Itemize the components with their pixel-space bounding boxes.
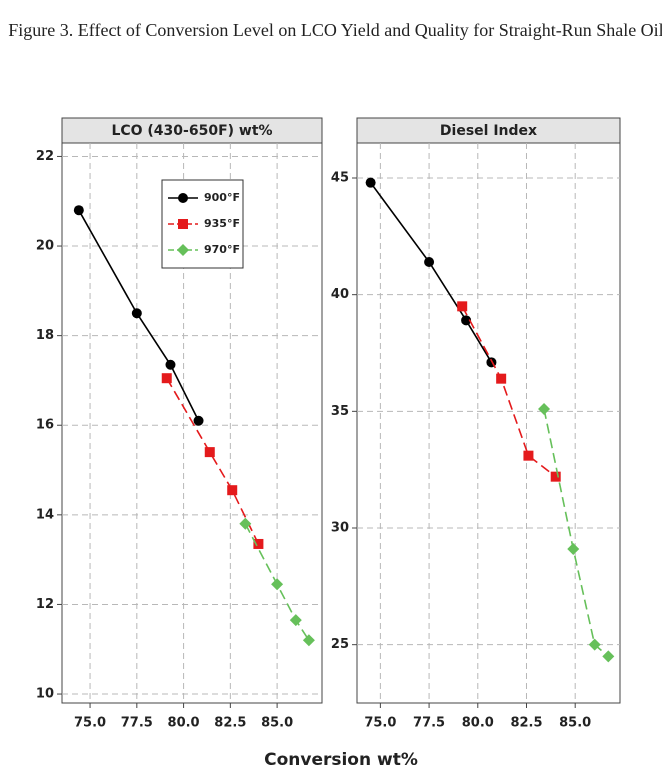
marker <box>253 538 264 549</box>
y-tick-label: 10 <box>36 687 54 702</box>
x-tick-label: 85.0 <box>559 716 591 731</box>
marker <box>496 373 507 384</box>
y-tick-label: 12 <box>36 597 54 612</box>
y-tick-label: 16 <box>36 418 54 433</box>
marker <box>567 543 580 555</box>
marker <box>239 517 252 530</box>
y-tick-label: 14 <box>36 507 54 522</box>
marker <box>461 315 472 326</box>
marker <box>424 257 435 267</box>
x-tick-label: 75.0 <box>364 716 396 731</box>
x-tick-label: 80.0 <box>168 716 200 731</box>
marker <box>538 403 551 415</box>
legend-label: 935°F <box>204 217 240 230</box>
marker <box>227 485 238 496</box>
y-tick-label: 18 <box>36 328 54 343</box>
y-tick-label: 30 <box>331 521 349 536</box>
marker <box>161 373 172 384</box>
title-text: Figure 3. Effect of Conversion Level on … <box>8 20 662 40</box>
y-tick-label: 40 <box>331 287 349 302</box>
plot-area <box>356 142 621 704</box>
marker <box>177 244 189 256</box>
series-line <box>461 305 557 478</box>
panel-title: LCO (430-650F) wt% <box>111 123 272 139</box>
marker <box>165 359 176 370</box>
marker <box>588 638 601 651</box>
marker <box>204 447 215 458</box>
series-line <box>166 377 260 545</box>
y-tick-label: 20 <box>36 239 54 254</box>
marker <box>550 471 561 482</box>
marker <box>365 177 376 188</box>
legend-label: 970°F <box>204 243 240 256</box>
marker <box>178 219 188 229</box>
marker <box>193 415 204 426</box>
legend-label: 900°F <box>204 191 240 204</box>
legend-box <box>161 179 244 269</box>
figure-title: Figure 3. Effect of Conversion Level on … <box>8 19 662 40</box>
x-tick-label: 82.5 <box>510 716 542 731</box>
series-line <box>78 209 200 422</box>
marker <box>602 650 615 663</box>
panel-strip <box>61 117 323 144</box>
series-line <box>244 523 310 641</box>
marker <box>131 308 142 319</box>
panel-title: Diesel Index <box>440 123 537 139</box>
x-tick-label: 82.5 <box>214 716 246 731</box>
y-tick-label: 35 <box>331 404 349 419</box>
x-tick-label: 77.5 <box>121 716 153 731</box>
x-tick-label: 75.0 <box>74 716 106 731</box>
series-line <box>369 182 493 363</box>
x-tick-label: 80.0 <box>462 716 494 731</box>
y-tick-label: 25 <box>331 637 349 652</box>
y-tick-label: 45 <box>331 171 349 186</box>
marker <box>178 193 188 203</box>
marker <box>302 634 315 647</box>
marker <box>289 614 302 627</box>
y-tick-label: 22 <box>36 149 54 164</box>
x-tick-label: 77.5 <box>413 716 445 731</box>
x-tick-label: 85.0 <box>261 716 293 731</box>
marker <box>271 578 284 591</box>
marker <box>457 301 468 312</box>
marker <box>523 450 534 461</box>
marker <box>73 205 84 216</box>
x-axis-label: Conversion wt% <box>264 750 418 770</box>
